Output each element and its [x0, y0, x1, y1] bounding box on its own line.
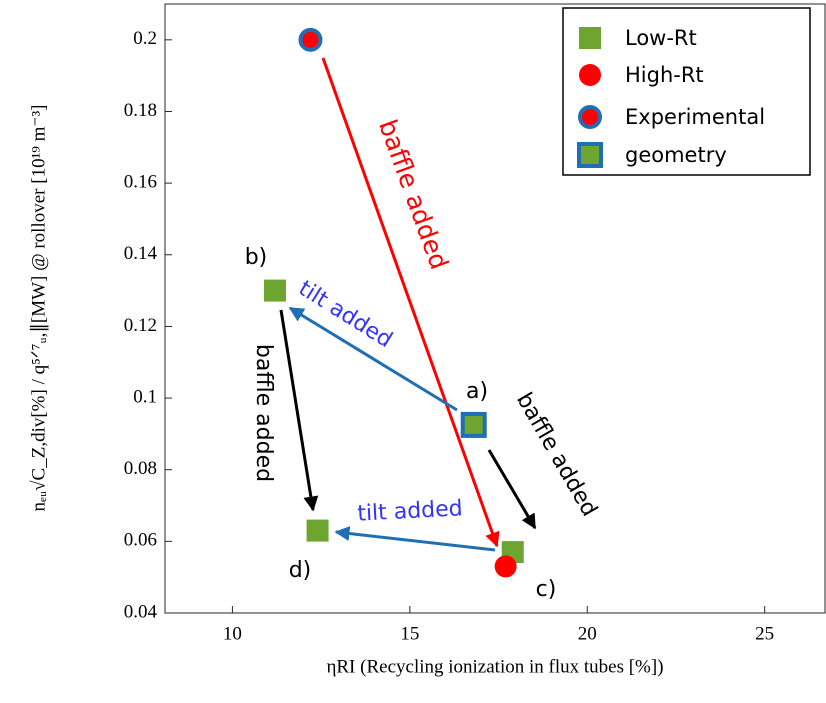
x-tick-label: 20 — [578, 623, 597, 644]
annotation: a) — [466, 379, 488, 404]
y-tick-label: 0.14 — [124, 243, 158, 264]
annotation: baffle added — [251, 344, 276, 482]
annotation: baffle added — [373, 116, 454, 273]
legend-label: High-Rt — [625, 63, 704, 87]
marker-square — [306, 519, 329, 542]
legend-marker — [577, 142, 603, 168]
arrow — [288, 306, 458, 412]
marker-circle — [298, 27, 323, 52]
arrow — [334, 526, 496, 552]
y-tick-label: 0.04 — [124, 601, 158, 622]
marker-square — [460, 411, 487, 438]
arrow — [321, 57, 500, 548]
y-axis-label: nₑᵤ√C_Z,div[%] / q⁵ᐟ⁷ᵤ,∥[MW] @ rollover … — [28, 105, 49, 512]
legend-label: geometry — [625, 143, 727, 167]
y-tick-label: 0.06 — [124, 530, 157, 551]
legend-label: Low-Rt — [625, 26, 697, 50]
y-tick-label: 0.12 — [124, 315, 157, 336]
x-tick-label: 15 — [400, 623, 419, 644]
annotation: c) — [536, 577, 557, 602]
arrows — [279, 57, 537, 552]
y-tick-label: 0.18 — [124, 100, 157, 121]
y-tick-label: 0.08 — [124, 458, 157, 479]
x-axis-label: ηRI (Recycling ionization in flux tubes … — [326, 656, 663, 677]
legend-marker — [578, 105, 602, 129]
x-tick-label: 25 — [755, 623, 774, 644]
legend-marker — [579, 64, 601, 86]
marker-square — [264, 279, 286, 302]
y-tick-label: 0.2 — [133, 28, 157, 49]
plot-frame — [164, 3, 826, 614]
arrow — [279, 309, 319, 512]
legend-marker — [579, 27, 601, 49]
legend-box — [562, 7, 811, 176]
y-tick-label: 0.1 — [133, 386, 157, 407]
annotation: b) — [245, 245, 268, 270]
arrow — [487, 449, 537, 530]
annotation: tilt added — [357, 496, 464, 526]
x-tick-label: 10 — [223, 623, 242, 644]
annotation: d) — [289, 558, 312, 583]
legend-label: Experimental — [625, 105, 765, 129]
marker-circle — [494, 555, 517, 578]
y-tick-label: 0.16 — [124, 171, 157, 192]
annotation: baffle added — [511, 389, 602, 521]
